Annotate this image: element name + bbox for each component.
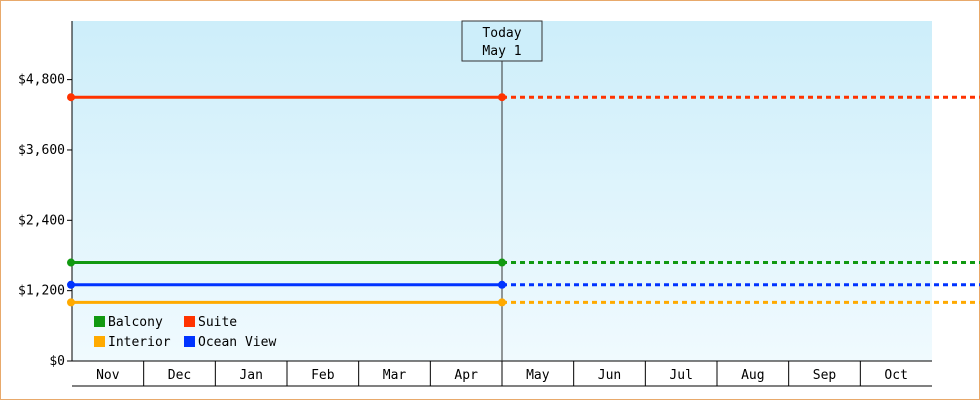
legend-label: Ocean View xyxy=(198,335,276,350)
y-tick-label: $0 xyxy=(49,354,65,369)
series-point-today xyxy=(498,258,506,267)
today-date: May 1 xyxy=(482,44,521,59)
today-label: Today xyxy=(482,26,521,41)
x-tick-label: Nov xyxy=(96,368,120,383)
legend-swatch xyxy=(94,336,105,347)
y-tick-label: $4,800 xyxy=(18,73,65,88)
series-point-start xyxy=(67,280,75,289)
series-point-start xyxy=(67,298,75,307)
y-tick-label: $2,400 xyxy=(18,213,65,228)
legend-swatch xyxy=(184,316,195,327)
legend-label: Suite xyxy=(198,315,237,330)
series-point-today xyxy=(498,93,506,102)
x-tick-label: Oct xyxy=(884,368,907,383)
x-tick-label: Feb xyxy=(311,368,335,383)
x-tick-label: Mar xyxy=(383,368,407,383)
series-point-today xyxy=(498,280,506,289)
x-tick-label: Sep xyxy=(813,368,837,383)
x-tick-label: Aug xyxy=(741,368,764,383)
x-tick-label: Jun xyxy=(598,368,621,383)
x-tick-label: Dec xyxy=(168,368,191,383)
series-point-today xyxy=(498,298,506,307)
series-point-start xyxy=(67,93,75,102)
series-point-start xyxy=(67,258,75,267)
legend-swatch xyxy=(184,336,195,347)
legend-label: Interior xyxy=(108,335,171,350)
legend-label: Balcony xyxy=(108,315,163,330)
x-tick-label: Apr xyxy=(454,368,478,383)
legend-swatch xyxy=(94,316,105,327)
y-tick-label: $3,600 xyxy=(18,143,65,158)
y-tick-label: $1,200 xyxy=(18,284,65,299)
x-tick-label: Jul xyxy=(669,368,692,383)
x-tick-label: May xyxy=(526,368,550,383)
today-label-box xyxy=(461,20,543,62)
x-tick-label: Jan xyxy=(239,368,262,383)
